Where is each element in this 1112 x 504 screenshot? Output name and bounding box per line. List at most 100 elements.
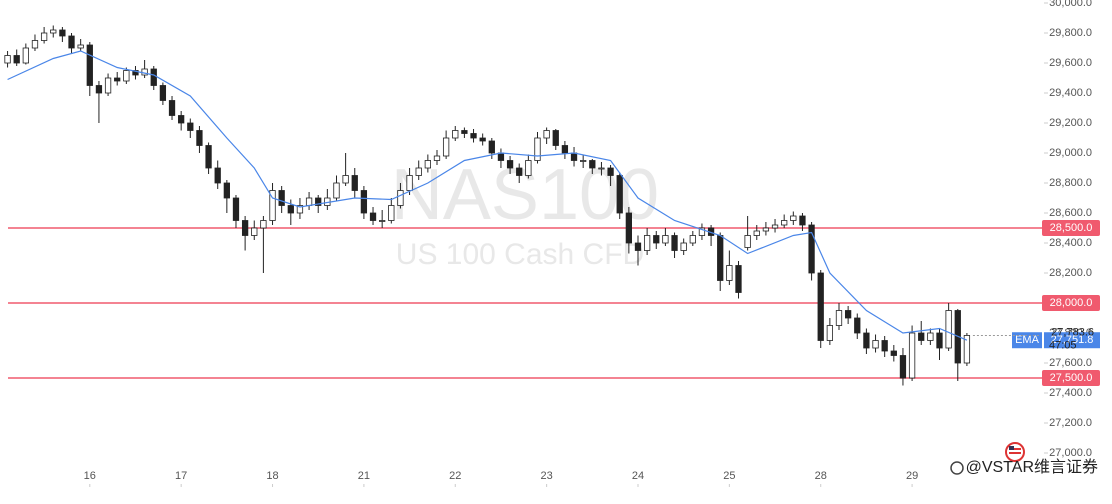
candle-body <box>40 32 48 41</box>
last-price: 27,783.6 <box>1051 326 1094 338</box>
candle-body <box>424 160 431 169</box>
candle-body <box>397 190 404 206</box>
candle-body <box>214 167 221 184</box>
level-label-box <box>1042 220 1100 236</box>
level-label: 28,000.0 <box>1050 297 1093 309</box>
candle-body <box>232 197 240 221</box>
x-tick-label: 23 <box>541 470 553 482</box>
candle-body <box>452 130 459 139</box>
candle-body <box>287 205 294 214</box>
candle-body <box>790 215 797 221</box>
countdown: 47:05 <box>1049 339 1077 351</box>
candle-body <box>689 235 696 244</box>
candle-body <box>22 47 29 64</box>
y-tick-label: 27,000.0 <box>1049 447 1092 459</box>
candle-body <box>68 35 75 49</box>
candle-body <box>415 167 422 176</box>
y-tick-label: 29,800.0 <box>1049 27 1092 39</box>
x-tick-label: 18 <box>266 470 278 482</box>
candle-body <box>168 100 176 116</box>
candle-body <box>844 310 852 319</box>
y-tick-label: 27,600.0 <box>1049 357 1092 369</box>
candle-body <box>908 332 916 379</box>
candle-body <box>625 212 632 244</box>
x-tick-label: 21 <box>358 470 370 482</box>
y-tick-label: 29,600.0 <box>1049 57 1092 69</box>
candle-body <box>753 230 760 236</box>
candle-body <box>379 220 386 222</box>
footer-watermark: @VSTAR维言证券 <box>966 458 1098 476</box>
y-tick-label: 30,000.0 <box>1049 0 1092 9</box>
candle-body <box>927 332 934 341</box>
candle-body <box>881 340 888 352</box>
candle-body <box>132 70 139 76</box>
candle-body <box>59 29 66 37</box>
candle-body <box>717 235 724 281</box>
candle-body <box>488 140 495 154</box>
watermark-title: NAS100 <box>391 155 659 235</box>
x-tick-label: 24 <box>632 470 644 482</box>
candle-body <box>863 332 870 349</box>
candle-body <box>936 332 943 349</box>
x-tick-label: 25 <box>723 470 735 482</box>
candle-body <box>406 175 413 191</box>
candle-body <box>95 85 103 94</box>
candle-body <box>653 235 660 244</box>
candle-body <box>963 335 971 364</box>
candle-body <box>278 190 285 206</box>
y-tick-label: 28,400.0 <box>1049 237 1092 249</box>
candle-body <box>333 182 340 199</box>
candle-body <box>872 340 879 349</box>
ema-tag-box <box>1012 332 1042 349</box>
candle-body <box>817 272 824 341</box>
candle-body <box>497 152 505 161</box>
candle-body <box>516 167 523 176</box>
candle-body <box>159 85 167 101</box>
candle-body <box>616 175 623 214</box>
y-tick-label: 27,200.0 <box>1049 417 1092 429</box>
watermark-subtitle: US 100 Cash CFD <box>396 238 644 271</box>
candle-body <box>580 160 587 162</box>
candle-body <box>589 160 596 169</box>
candle-body <box>662 235 669 244</box>
candle-body <box>835 310 843 326</box>
candle-body <box>269 190 276 221</box>
candle-body <box>50 29 57 34</box>
candle-body <box>150 68 157 86</box>
candle-body <box>369 212 377 221</box>
flag-icon <box>1005 442 1025 462</box>
candle-body <box>260 220 267 229</box>
y-tick-label: 28,200.0 <box>1049 267 1092 279</box>
candle-body <box>598 167 605 170</box>
candle-body <box>178 115 185 124</box>
candle-body <box>890 350 897 356</box>
candle-body <box>561 145 569 154</box>
candle-body <box>671 235 678 251</box>
y-tick-label: 29,000.0 <box>1049 147 1092 159</box>
candle-body <box>680 242 687 251</box>
candle-body <box>296 205 304 214</box>
candle-body <box>771 224 779 229</box>
candle-body <box>461 130 468 134</box>
candle-body <box>607 167 614 176</box>
candle-body <box>388 205 395 221</box>
candle-body <box>781 220 788 226</box>
candle-body <box>534 137 541 161</box>
candle-body <box>433 155 441 161</box>
candle-body <box>726 265 733 281</box>
candle-body <box>470 133 477 139</box>
candle-body <box>634 242 642 251</box>
y-tick-label: 28,800.0 <box>1049 177 1092 189</box>
level-label-box <box>1042 370 1100 386</box>
ema-tag: EMA <box>1015 334 1040 346</box>
y-tick-label: 29,400.0 <box>1049 87 1092 99</box>
y-tick-label: 29,200.0 <box>1049 117 1092 129</box>
candle-body <box>442 137 450 157</box>
level-label: 28,500.0 <box>1050 222 1093 234</box>
candle-body <box>552 130 559 146</box>
candle-body <box>315 197 322 206</box>
candle-body <box>114 77 121 82</box>
candle-body <box>305 197 313 206</box>
level-label-box <box>1042 295 1100 311</box>
